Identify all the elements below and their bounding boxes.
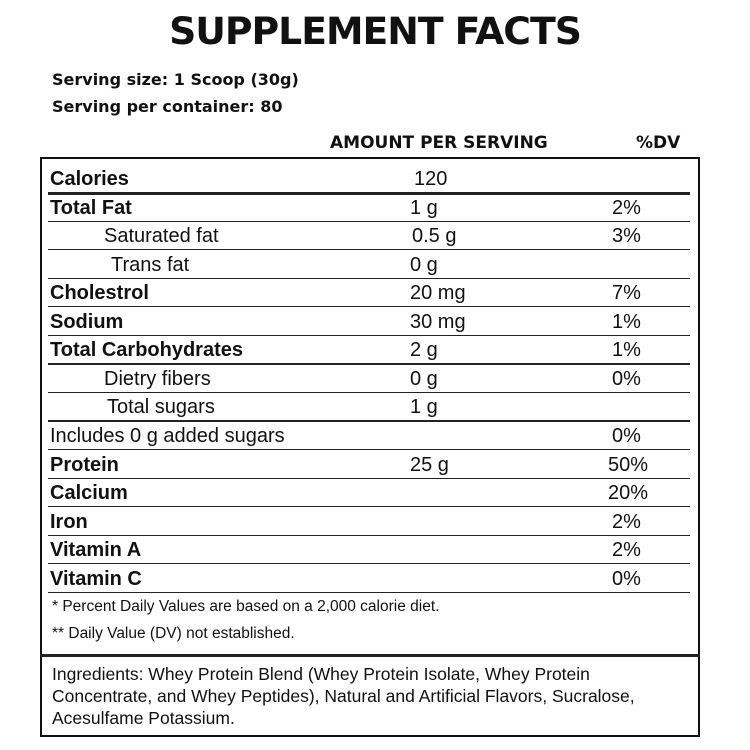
amount: 2 g bbox=[410, 339, 438, 362]
amount-header: AMOUNT PER SERVING bbox=[330, 133, 548, 153]
daily-value: 2% bbox=[612, 510, 641, 533]
rule bbox=[48, 277, 690, 279]
nutrient-name: Cholestrol bbox=[50, 282, 149, 305]
nutrient-name: Sodium bbox=[50, 310, 124, 333]
nutrient-name: Total Carbohydrates bbox=[50, 339, 243, 362]
rule bbox=[48, 563, 690, 565]
nutrient-name: Protein bbox=[50, 453, 119, 476]
amount: 1 g bbox=[410, 196, 438, 219]
amount: 0 g bbox=[410, 367, 438, 390]
rule bbox=[48, 506, 690, 508]
daily-value: 0% bbox=[612, 367, 641, 390]
amount: 30 mg bbox=[410, 310, 466, 333]
rule bbox=[48, 420, 690, 422]
daily-value: 1% bbox=[612, 339, 641, 362]
daily-value: 0% bbox=[612, 567, 641, 590]
rule bbox=[48, 391, 690, 394]
serving-size: Serving size: 1 Scoop (30g) bbox=[52, 70, 299, 89]
nutrient-name: Calories bbox=[50, 168, 129, 190]
rule bbox=[48, 306, 690, 308]
rule bbox=[48, 220, 690, 222]
nutrient-name: Trans fat bbox=[111, 253, 190, 276]
daily-value: 20% bbox=[608, 482, 649, 505]
daily-value: 50% bbox=[608, 453, 649, 476]
dv-header: %DV bbox=[636, 133, 681, 153]
nutrient-name: Vitamin C bbox=[50, 567, 142, 590]
amount: 25 g bbox=[410, 453, 449, 476]
rule bbox=[48, 363, 690, 365]
nutrient-name: Total sugars bbox=[107, 396, 215, 419]
nutrient-name: Includes 0 g added sugars bbox=[50, 424, 285, 447]
nutrient-name: Saturated fat bbox=[104, 225, 219, 248]
amount: 1 g bbox=[410, 396, 438, 419]
nutrient-name: Dietry fibers bbox=[104, 367, 211, 390]
daily-value: 1% bbox=[612, 310, 641, 333]
amount: 0 g bbox=[410, 253, 438, 276]
daily-value: 3% bbox=[612, 225, 641, 248]
footnote: * Percent Daily Values are based on a 2,… bbox=[52, 598, 440, 615]
daily-value: 0% bbox=[612, 424, 641, 447]
daily-value: 7% bbox=[612, 282, 641, 305]
title: SUPPLEMENT FACTS bbox=[169, 10, 582, 53]
nutrient-name: Calcium bbox=[50, 482, 128, 505]
rule bbox=[48, 592, 690, 594]
rule bbox=[48, 477, 690, 479]
rule bbox=[48, 192, 690, 195]
footnote: ** Daily Value (DV) not established. bbox=[52, 625, 295, 642]
rule bbox=[48, 448, 690, 451]
amount: 120 bbox=[414, 168, 448, 190]
nutrient-name: Total Fat bbox=[50, 196, 132, 219]
amount: 20 mg bbox=[410, 282, 466, 305]
facts-box bbox=[40, 157, 700, 737]
rule bbox=[48, 334, 690, 337]
nutrient-name: Vitamin A bbox=[50, 539, 142, 562]
rule bbox=[40, 654, 700, 657]
daily-value: 2% bbox=[612, 539, 641, 562]
rule bbox=[48, 249, 690, 251]
daily-value: 2% bbox=[612, 196, 641, 219]
ingredients: Ingredients: Whey Protein Blend (Whey Pr… bbox=[52, 664, 635, 728]
amount: 0.5 g bbox=[412, 225, 457, 248]
servings-per-container: Serving per container: 80 bbox=[52, 97, 283, 116]
nutrient-name: Iron bbox=[50, 510, 88, 533]
rule bbox=[48, 534, 690, 536]
